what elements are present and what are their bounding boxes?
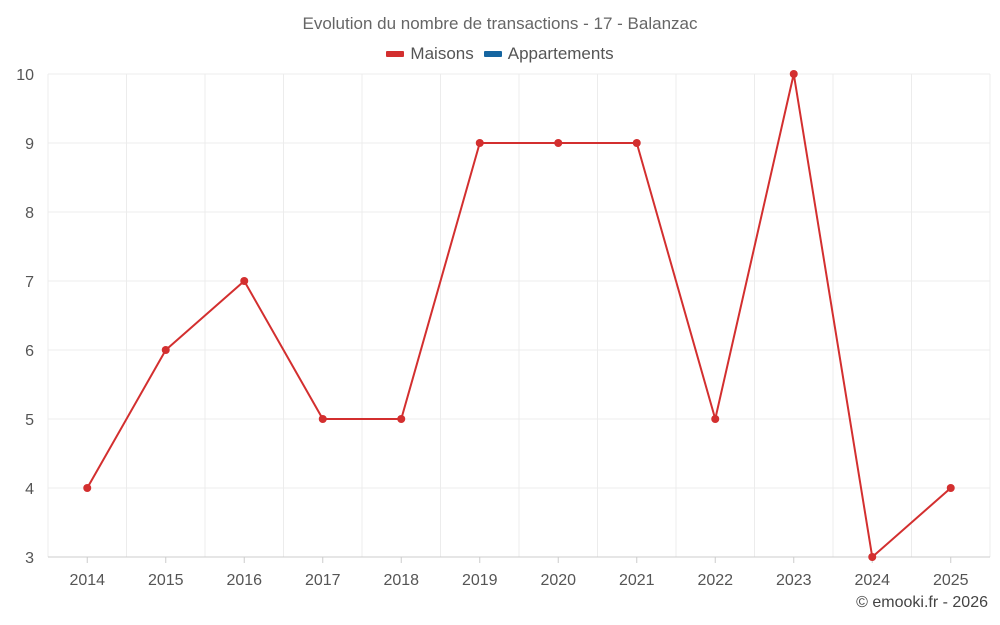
data-point-maisons[interactable]	[83, 484, 92, 492]
y-tick-label: 3	[25, 550, 34, 567]
chart-title: Evolution du nombre de transactions - 17…	[302, 14, 698, 33]
legend-swatch-appartements	[483, 51, 502, 57]
y-tick-label: 4	[25, 481, 34, 498]
y-tick-label: 7	[25, 274, 34, 291]
data-point-maisons[interactable]	[318, 415, 327, 423]
data-point-maisons[interactable]	[632, 139, 641, 147]
data-point-maisons[interactable]	[475, 139, 484, 147]
series	[83, 70, 955, 561]
x-tick-label: 2019	[462, 572, 498, 589]
x-tick-label: 2014	[69, 572, 105, 589]
series-line-maisons	[86, 73, 952, 558]
y-tick-label: 6	[25, 343, 34, 360]
data-point-maisons[interactable]	[711, 415, 720, 423]
x-tick-label: 2022	[697, 572, 733, 589]
grid	[47, 73, 991, 558]
x-tick-label: 2016	[226, 572, 262, 589]
data-point-maisons[interactable]	[868, 553, 877, 561]
legend-item-maisons[interactable]: Maisons	[386, 44, 474, 64]
data-point-maisons[interactable]	[789, 70, 798, 78]
x-tick-label: 2023	[776, 572, 812, 589]
legend-item-appartements[interactable]: Appartements	[483, 44, 614, 64]
x-tick-label: 2020	[540, 572, 576, 589]
y-tick-label: 10	[16, 67, 34, 84]
data-point-maisons[interactable]	[161, 346, 170, 354]
x-tick-label: 2024	[854, 572, 890, 589]
y-tick-label: 8	[25, 205, 34, 222]
data-point-maisons[interactable]	[240, 277, 249, 285]
data-point-maisons[interactable]	[397, 415, 406, 423]
x-tick-label: 2018	[383, 572, 419, 589]
x-tick-label: 2017	[305, 572, 341, 589]
data-point-maisons[interactable]	[554, 139, 563, 147]
x-tick-label: 2021	[619, 572, 655, 589]
axes: 3 4 5 6 7 8 9 10 2014 2015 2016 2017 2018 2019 2020 202…	[16, 67, 990, 589]
legend: Maisons Appartements	[0, 44, 1000, 64]
credit-text: © emooki.fr - 2026	[856, 594, 988, 611]
legend-label-appartements: Appartements	[507, 44, 614, 63]
y-tick-label: 5	[25, 412, 34, 429]
legend-swatch-maisons	[386, 51, 405, 57]
x-tick-label: 2025	[933, 572, 969, 589]
data-point-maisons[interactable]	[946, 484, 955, 492]
x-tick-label: 2015	[148, 572, 184, 589]
y-tick-label: 9	[25, 136, 34, 153]
legend-label-maisons: Maisons	[410, 44, 474, 63]
